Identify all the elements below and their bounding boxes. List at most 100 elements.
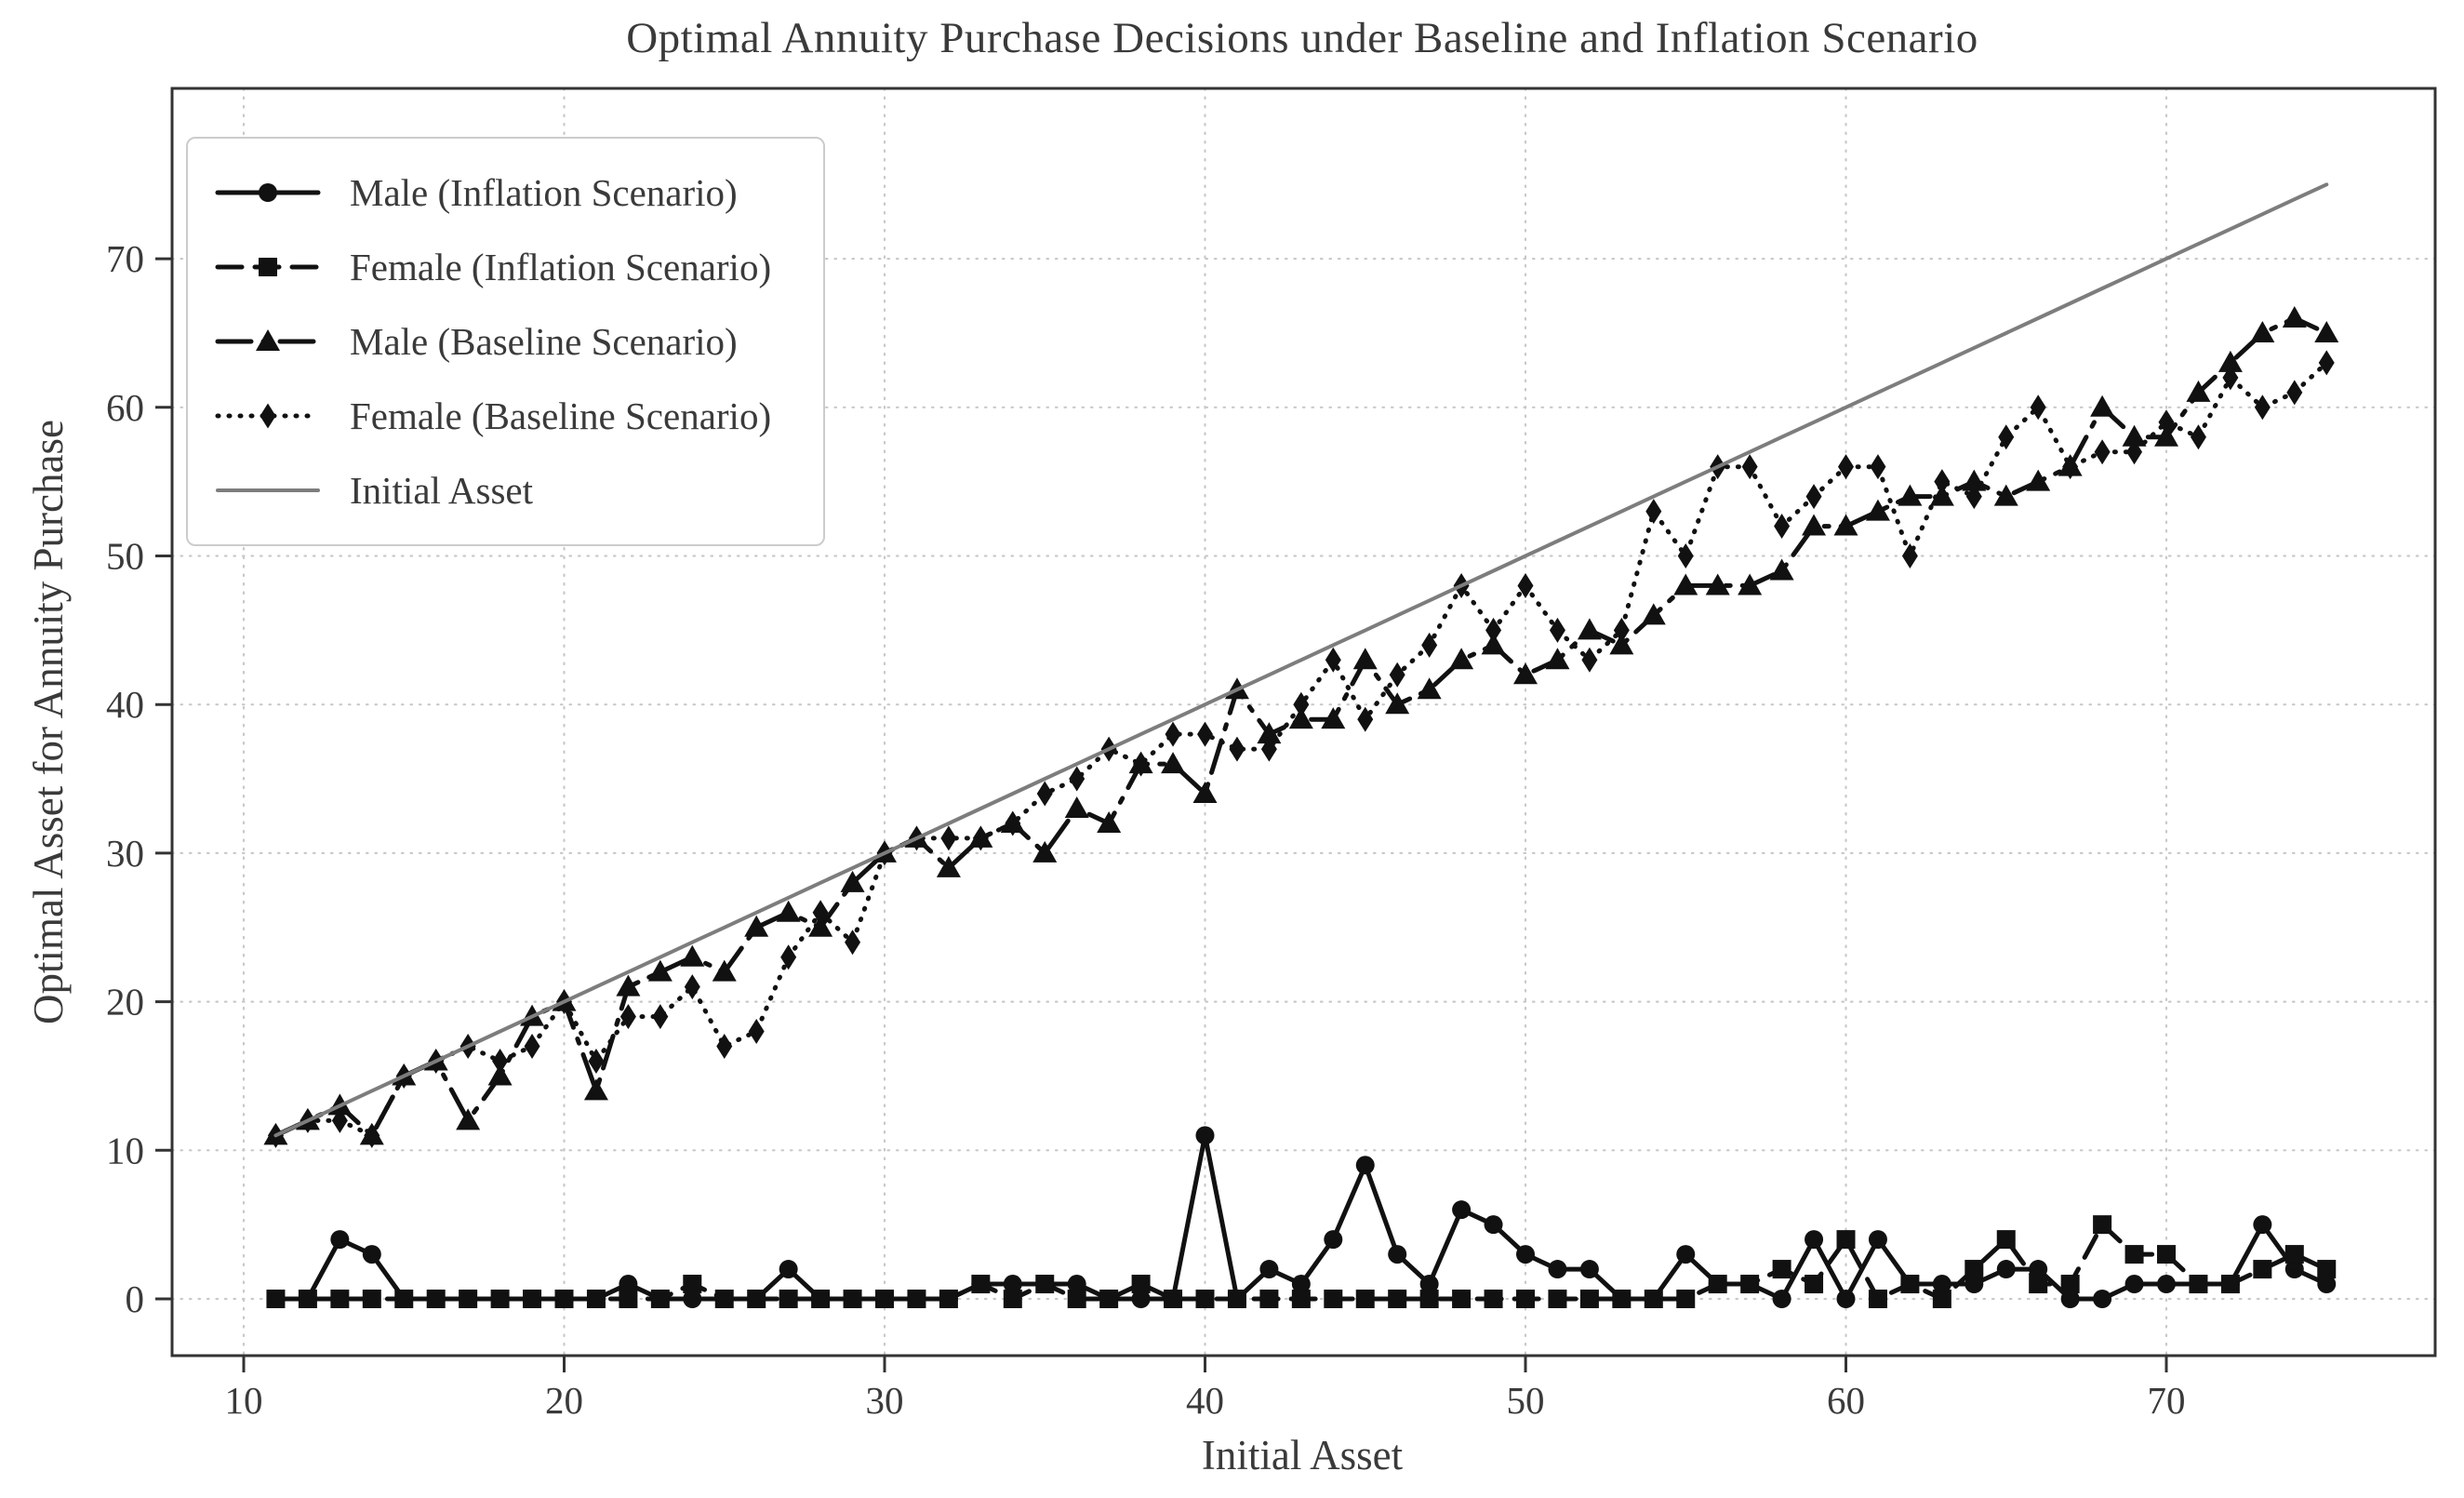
marker-square <box>1164 1290 1183 1308</box>
marker-square <box>1836 1230 1856 1250</box>
series-male-inflation-scenario <box>266 1126 2337 1308</box>
legend-item-male-baseline-scenario: Male (Baseline Scenario) <box>212 308 771 375</box>
marker-triangle <box>1993 484 2018 506</box>
marker-triangle <box>1577 618 1602 640</box>
marker-square <box>843 1290 862 1308</box>
marker-square <box>1996 1230 2016 1250</box>
marker-circle <box>779 1260 798 1279</box>
marker-circle <box>1932 1275 1951 1294</box>
marker-triangle <box>1545 648 1570 670</box>
legend-sample-line <box>215 258 321 276</box>
marker-square <box>490 1290 510 1308</box>
marker-square <box>1131 1275 1151 1294</box>
legend-sample-line <box>215 183 321 202</box>
marker-diamond <box>260 403 276 429</box>
legend-item-female-baseline-scenario: Female (Baseline Scenario) <box>212 382 771 449</box>
marker-square <box>1772 1260 1791 1279</box>
marker-circle <box>1836 1290 1856 1308</box>
x-tick-label: 30 <box>866 1379 904 1422</box>
legend-item-label: Male (Baseline Scenario) <box>350 320 738 363</box>
marker-triangle <box>1192 782 1218 804</box>
marker-triangle <box>1929 484 1954 506</box>
legend-item-label: Female (Baseline Scenario) <box>350 395 772 437</box>
marker-diamond <box>2318 350 2335 376</box>
x-tick-label: 40 <box>1186 1379 1224 1422</box>
legend-item-female-inflation-scenario: Female (Inflation Scenario) <box>212 234 771 301</box>
marker-diamond <box>1421 632 1438 658</box>
series-line-female-baseline-scenario <box>273 360 2329 1138</box>
x-axis-label: Initial Asset <box>1201 1432 1404 1478</box>
x-tick-label: 10 <box>225 1379 263 1422</box>
marker-square <box>1932 1290 1951 1308</box>
marker-triangle <box>776 900 801 922</box>
marker-triangle <box>680 944 705 967</box>
marker-diamond <box>2254 395 2271 421</box>
marker-square <box>1227 1290 1246 1308</box>
marker-square <box>1195 1290 1215 1308</box>
marker-circle <box>1388 1245 1407 1264</box>
x-tick-label: 50 <box>1507 1379 1545 1422</box>
marker-diamond <box>1965 484 1982 510</box>
marker-circle <box>1324 1230 1343 1250</box>
marker-circle <box>1868 1230 1887 1250</box>
marker-circle <box>1291 1275 1311 1294</box>
marker-square <box>1324 1290 1343 1308</box>
legend-item-label: Male (Inflation Scenario) <box>350 171 738 214</box>
marker-diamond <box>780 944 797 970</box>
marker-circle <box>1772 1290 1791 1308</box>
marker-square <box>1419 1290 1439 1308</box>
marker-circle <box>2157 1275 2176 1294</box>
marker-square <box>683 1275 702 1294</box>
marker-circle <box>2253 1215 2272 1235</box>
marker-diamond <box>716 1034 733 1060</box>
marker-triangle <box>2090 395 2115 417</box>
series-line-male-inflation-scenario <box>273 1132 2329 1302</box>
marker-diamond <box>2094 439 2111 465</box>
marker-circle <box>1484 1215 1503 1235</box>
x-tick-label: 20 <box>545 1379 583 1422</box>
marker-square <box>1868 1290 1887 1308</box>
marker-circle <box>330 1230 350 1250</box>
marker-square <box>1965 1260 1984 1279</box>
marker-square <box>650 1290 670 1308</box>
marker-square <box>1388 1290 1407 1308</box>
marker-circle <box>1548 1260 1567 1279</box>
marker-triangle <box>2218 350 2243 372</box>
marker-square <box>523 1290 542 1308</box>
marker-circle <box>619 1275 638 1294</box>
marker-triangle <box>2250 320 2275 342</box>
marker-triangle <box>1449 648 1474 670</box>
marker-circle <box>1067 1275 1086 1294</box>
y-tick-label: 0 <box>126 1277 145 1320</box>
marker-square <box>259 258 277 276</box>
marker-square <box>2189 1275 2208 1294</box>
marker-triangle <box>1481 633 1506 655</box>
marker-triangle <box>1898 484 1923 506</box>
marker-triangle <box>2314 320 2339 342</box>
marker-triangle <box>1513 662 1538 685</box>
marker-square <box>2124 1245 2144 1264</box>
marker-square <box>907 1290 926 1308</box>
marker-square <box>1740 1275 1760 1294</box>
legend-sample-line <box>215 329 321 351</box>
marker-diamond <box>492 1048 509 1074</box>
marker-triangle <box>1161 752 1186 774</box>
marker-triangle <box>256 329 280 351</box>
marker-diamond <box>1549 617 1565 643</box>
marker-square <box>714 1290 734 1308</box>
marker-triangle <box>1769 558 1794 581</box>
marker-square <box>1805 1275 1824 1294</box>
marker-circle <box>1579 1260 1599 1279</box>
legend: Male (Inflation Scenario) Female (Inflati… <box>186 137 826 546</box>
marker-diamond <box>2286 380 2303 406</box>
marker-circle <box>1965 1275 1984 1294</box>
marker-triangle <box>744 915 769 937</box>
marker-square <box>1900 1275 1920 1294</box>
marker-diamond <box>364 1122 380 1148</box>
legend-sample-line <box>216 488 320 492</box>
marker-triangle <box>1257 722 1282 744</box>
marker-square <box>1067 1290 1086 1308</box>
marker-square <box>1676 1290 1696 1308</box>
